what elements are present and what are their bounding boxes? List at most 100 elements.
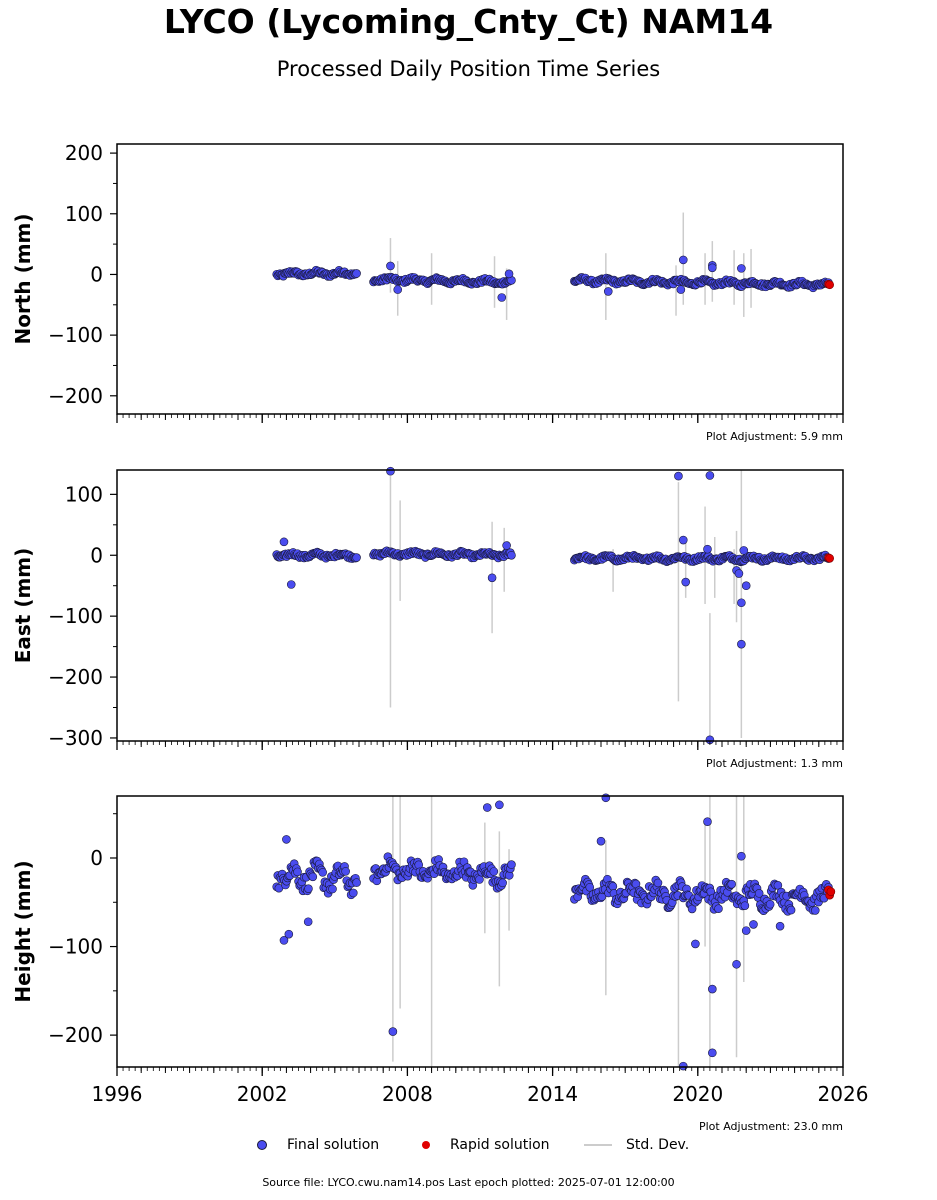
east-outlier bbox=[502, 541, 511, 550]
north-ytick-label: −200 bbox=[48, 384, 103, 408]
height-ytick-label: 0 bbox=[90, 846, 103, 870]
legend: Final solution Rapid solution Std. Dev. bbox=[0, 1137, 937, 1159]
east-axes-frame bbox=[116, 469, 844, 742]
height-outlier bbox=[495, 800, 504, 810]
height-point bbox=[304, 884, 313, 893]
height-rapid-point bbox=[826, 887, 836, 896]
north-ytick-label: 200 bbox=[65, 141, 103, 165]
east-outlier bbox=[741, 581, 751, 591]
chart-subtitle: Processed Daily Position Time Series bbox=[276, 57, 661, 81]
xtick-label: 1996 bbox=[92, 1082, 143, 1106]
east-ytick-label: 0 bbox=[90, 543, 103, 567]
height-point bbox=[608, 882, 618, 891]
north-outlier bbox=[737, 264, 746, 273]
height-outlier bbox=[737, 851, 746, 861]
height-ytick-label: −200 bbox=[48, 1023, 103, 1047]
east-plot-adjustment: Plot Adjustment: 1.3 mm bbox=[706, 757, 843, 770]
north-outlier bbox=[676, 285, 686, 294]
height-outlier bbox=[708, 1048, 717, 1058]
east-outlier bbox=[705, 471, 715, 480]
legend-std-label: Std. Dev. bbox=[626, 1137, 690, 1153]
east-rapid-point bbox=[825, 554, 834, 563]
height-point bbox=[341, 867, 350, 876]
east-ytick-label: −300 bbox=[48, 726, 103, 750]
legend-final: Final solution bbox=[257, 1137, 379, 1153]
height-ylabel: Height (mm) bbox=[11, 860, 35, 1002]
north-point bbox=[352, 269, 361, 278]
height-outlier bbox=[601, 793, 611, 803]
east-outlier bbox=[737, 639, 746, 649]
east-outlier bbox=[487, 573, 497, 583]
legend-rapid: Rapid solution bbox=[422, 1137, 550, 1153]
north-rapid-point bbox=[825, 280, 834, 290]
rapid-solution-marker-icon bbox=[422, 1141, 430, 1149]
east-outlier bbox=[703, 544, 712, 554]
east-outlier bbox=[279, 537, 289, 547]
east-outlier bbox=[678, 535, 688, 545]
east-outlier bbox=[674, 471, 683, 481]
height-point bbox=[328, 884, 337, 894]
height-point bbox=[475, 875, 484, 884]
north-outlier bbox=[603, 287, 613, 296]
east-point bbox=[507, 550, 516, 560]
north-outlier bbox=[386, 261, 395, 271]
north-ytick-label: 0 bbox=[90, 262, 103, 286]
height-plot-adjustment: Plot Adjustment: 23.0 mm bbox=[699, 1120, 843, 1133]
legend-rapid-label: Rapid solution bbox=[450, 1137, 550, 1153]
xtick-label: 2020 bbox=[672, 1082, 723, 1106]
north-outlier bbox=[393, 285, 403, 294]
height-outlier bbox=[741, 926, 751, 935]
height-outlier bbox=[388, 1027, 398, 1036]
height-point bbox=[786, 905, 796, 915]
height-ytick-label: −100 bbox=[48, 935, 103, 959]
xtick-label: 2008 bbox=[382, 1082, 433, 1106]
height-outlier bbox=[691, 939, 700, 949]
xtick-label: 2014 bbox=[527, 1082, 578, 1106]
height-point bbox=[740, 901, 750, 910]
height-outlier bbox=[279, 936, 289, 945]
north-ytick-label: 100 bbox=[65, 202, 103, 226]
height-outlier bbox=[282, 835, 291, 844]
north-outlier bbox=[708, 263, 717, 273]
east-outlier bbox=[739, 546, 749, 555]
height-outlier bbox=[732, 959, 741, 969]
height-point bbox=[489, 867, 499, 876]
height-outlier bbox=[678, 1061, 688, 1071]
north-outlier bbox=[504, 269, 514, 279]
north-plot-adjustment: Plot Adjustment: 5.9 mm bbox=[706, 430, 843, 443]
height-point bbox=[498, 878, 507, 888]
height-outlier bbox=[596, 836, 606, 846]
east-ylabel: East (mm) bbox=[11, 548, 35, 664]
north-ylabel: North (mm) bbox=[11, 213, 35, 344]
east-outlier bbox=[386, 466, 395, 476]
height-point bbox=[318, 868, 327, 877]
source-footer: Source file: LYCO.cwu.nam14.pos Last epo… bbox=[262, 1176, 675, 1189]
height-point bbox=[585, 882, 595, 892]
north-outlier bbox=[497, 293, 507, 302]
chart-title: LYCO (Lycoming_Cnty_Ct) NAM14 bbox=[163, 2, 774, 41]
east-outlier bbox=[734, 569, 744, 578]
east-outlier bbox=[286, 580, 296, 589]
height-point bbox=[348, 888, 358, 898]
north-ytick-label: −100 bbox=[48, 323, 103, 347]
east-ytick-label: −100 bbox=[48, 604, 103, 628]
height-point bbox=[714, 904, 723, 913]
height-point bbox=[810, 906, 820, 915]
height-point bbox=[352, 878, 361, 887]
east-ytick-label: 100 bbox=[65, 482, 103, 506]
legend-std: Std. Dev. bbox=[584, 1137, 689, 1153]
height-outlier bbox=[303, 917, 313, 927]
height-outlier bbox=[482, 803, 492, 812]
east-ytick-label: −200 bbox=[48, 665, 103, 689]
height-point bbox=[765, 899, 775, 909]
height-outlier bbox=[703, 817, 712, 826]
legend-final-label: Final solution bbox=[287, 1137, 380, 1153]
north-outlier bbox=[678, 255, 688, 265]
xtick-label: 2026 bbox=[818, 1082, 869, 1106]
height-outlier bbox=[284, 929, 294, 939]
height-point bbox=[507, 860, 516, 869]
height-outlier bbox=[708, 984, 717, 994]
east-point bbox=[352, 553, 361, 562]
height-point bbox=[308, 872, 318, 882]
xtick-label: 2002 bbox=[237, 1082, 288, 1106]
